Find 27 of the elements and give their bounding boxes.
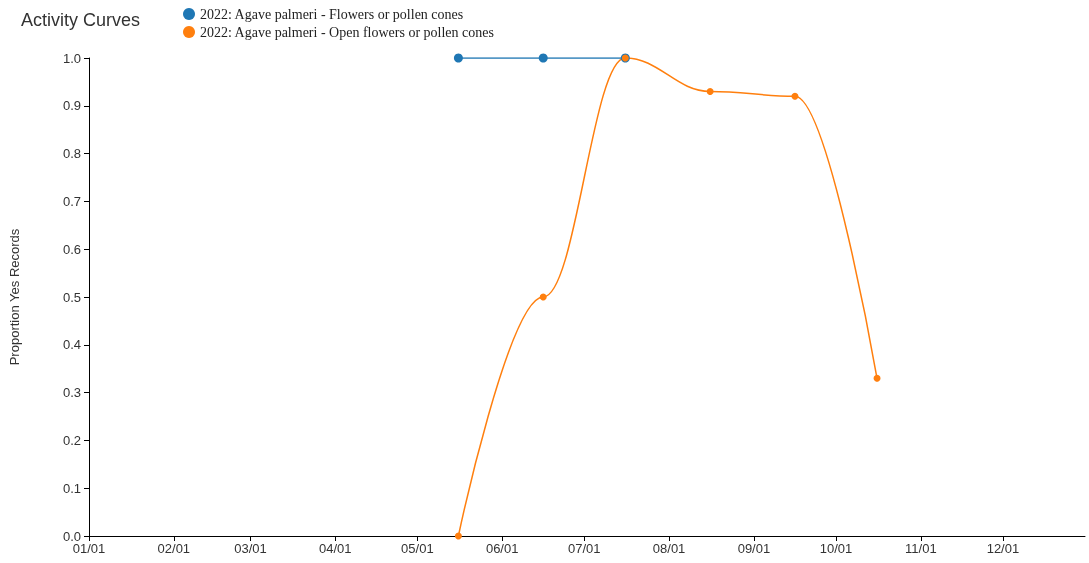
x-tick-label: 04/01 bbox=[318, 541, 352, 556]
y-tick-label: 0.9 bbox=[62, 98, 81, 114]
x-tick-label: 01/01 bbox=[72, 541, 106, 556]
x-tick-label: 05/01 bbox=[401, 541, 434, 556]
x-tick-label: 02/01 bbox=[157, 541, 191, 556]
y-tick-label: 0.0 bbox=[62, 528, 81, 544]
y-tick-label: 0.4 bbox=[62, 337, 81, 353]
y-axis-title: Proportion Yes Records bbox=[7, 228, 22, 366]
x-tick-label: 11/01 bbox=[905, 541, 937, 556]
y-tick-label: 0.5 bbox=[62, 289, 81, 305]
y-tick-label: 0.8 bbox=[62, 146, 81, 162]
legend-label: 2022: Agave palmeri - Flowers or pollen cones bbox=[200, 6, 464, 22]
y-tick-label: 0.2 bbox=[62, 432, 81, 448]
legend-label: 2022: Agave palmeri - Open flowers or pollen cones bbox=[200, 24, 494, 40]
x-tick-label: 12/01 bbox=[986, 541, 1020, 556]
x-tick-label: 07/01 bbox=[567, 541, 601, 556]
x-tick-label: 10/01 bbox=[819, 541, 853, 556]
y-tick-label: 1.0 bbox=[62, 50, 81, 66]
x-tick-label: 06/01 bbox=[485, 541, 519, 556]
y-tick-label: 0.3 bbox=[62, 385, 81, 401]
x-tick-label: 08/01 bbox=[652, 541, 686, 556]
x-tick-label: 03/01 bbox=[234, 541, 267, 556]
x-tick-label: 09/01 bbox=[737, 541, 771, 556]
y-tick-label: 0.7 bbox=[62, 193, 81, 209]
y-tick-label: 0.1 bbox=[62, 480, 81, 496]
y-tick-label: 0.6 bbox=[62, 241, 81, 257]
chart-title: Activity Curves bbox=[21, 10, 141, 30]
